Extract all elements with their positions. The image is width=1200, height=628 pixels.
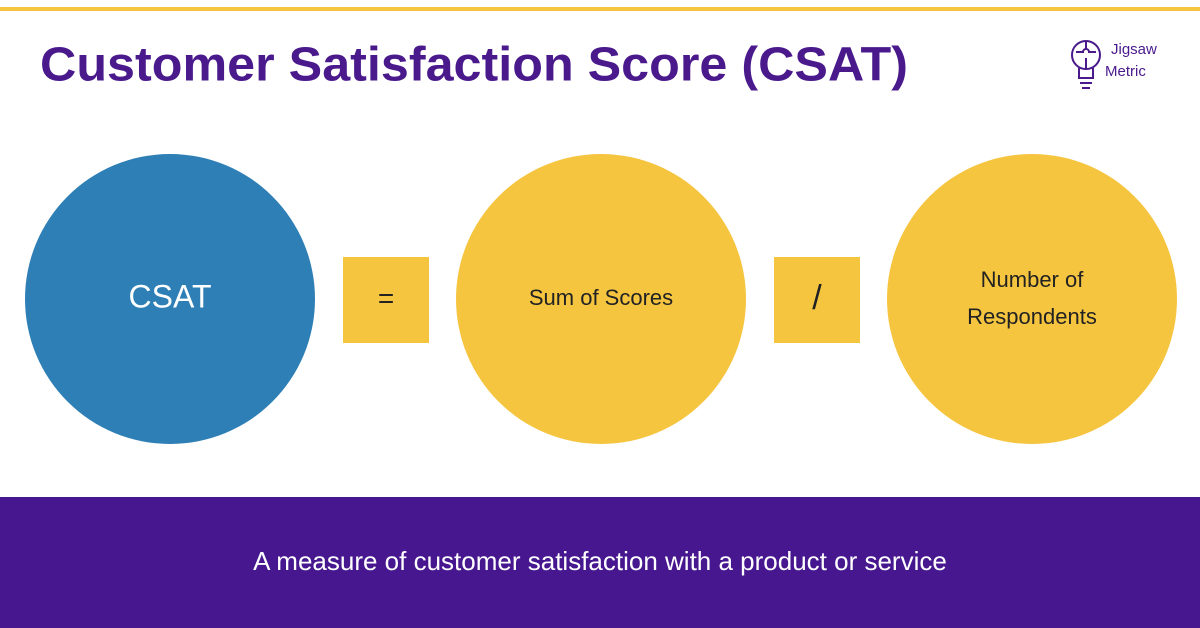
top-rule <box>0 7 1200 11</box>
numerator-circle <box>456 154 746 444</box>
title: Customer Satisfaction Score (CSAT) <box>40 39 908 92</box>
denominator-label: Respondents <box>967 304 1097 329</box>
logo-icon <box>1071 40 1101 89</box>
denominator-circle <box>887 154 1177 444</box>
equals-box <box>343 257 429 343</box>
divide-box <box>774 257 860 343</box>
denominator-label: Number of <box>981 267 1085 292</box>
footer-text: A measure of customer satisfaction with … <box>253 546 947 576</box>
equals-sign: = <box>378 282 394 313</box>
footer-band <box>0 497 1200 628</box>
numerator-label: Sum of Scores <box>529 285 673 310</box>
result-circle <box>25 154 315 444</box>
divide-sign: / <box>812 279 822 317</box>
logo: Jigsaw Metric <box>1071 40 1157 89</box>
result-label: CSAT <box>129 278 212 314</box>
logo-text: Jigsaw <box>1111 41 1157 58</box>
logo-text: Metric <box>1105 63 1146 80</box>
